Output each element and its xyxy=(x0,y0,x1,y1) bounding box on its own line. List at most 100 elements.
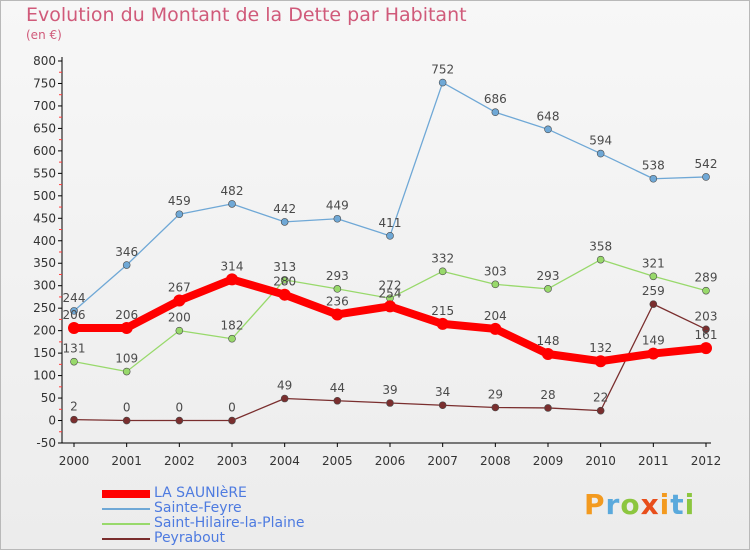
data-label: 272 xyxy=(379,278,402,292)
chart-subtitle: (en €) xyxy=(26,28,62,42)
data-point xyxy=(702,325,710,334)
data-point xyxy=(175,416,184,425)
data-point xyxy=(68,321,80,334)
data-point xyxy=(544,125,552,134)
logo-letter: r xyxy=(605,488,621,521)
legend-label: Peyrabout xyxy=(154,530,225,546)
data-label: 482 xyxy=(221,184,244,198)
logo-letter: t xyxy=(670,488,685,521)
data-point xyxy=(173,294,186,307)
data-label: 44 xyxy=(330,381,345,395)
data-label: 148 xyxy=(537,334,560,348)
y-tick-label: 150 xyxy=(33,346,56,360)
data-label: 442 xyxy=(273,202,296,216)
data-label: 254 xyxy=(379,286,402,300)
data-label: 236 xyxy=(326,294,349,308)
x-tick-label: 2006 xyxy=(375,454,406,468)
y-tick-label: -50 xyxy=(36,436,56,450)
data-point xyxy=(596,406,605,415)
legend-swatch xyxy=(102,538,150,540)
data-point xyxy=(544,285,552,293)
data-label: 346 xyxy=(115,245,138,259)
data-label: 2 xyxy=(70,400,78,414)
y-tick-label: 300 xyxy=(33,279,56,293)
data-label: 0 xyxy=(176,401,184,415)
legend-label: Sainte-Feyre xyxy=(154,500,242,516)
data-label: 49 xyxy=(277,379,292,393)
data-point xyxy=(544,404,552,412)
data-point xyxy=(228,334,236,343)
data-point xyxy=(438,401,447,410)
x-tick-label: 2007 xyxy=(427,454,458,468)
data-label: 594 xyxy=(589,134,612,148)
data-label: 648 xyxy=(537,109,560,123)
data-point xyxy=(702,173,710,181)
data-point xyxy=(333,214,342,223)
x-tick-label: 2012 xyxy=(691,454,722,468)
data-point xyxy=(489,322,502,335)
data-label: 321 xyxy=(642,256,665,270)
data-label: 149 xyxy=(642,334,665,348)
data-point xyxy=(278,288,291,301)
data-label: 39 xyxy=(382,383,397,397)
data-label: 206 xyxy=(115,308,138,322)
data-point xyxy=(175,326,184,335)
logo-letter: P xyxy=(584,488,606,521)
data-label: 22 xyxy=(593,391,608,405)
proxiti-logo: Proxiti xyxy=(584,488,695,521)
data-point xyxy=(594,355,607,368)
x-tick-label: 2009 xyxy=(533,454,564,468)
y-tick-label: 0 xyxy=(48,414,56,428)
data-point xyxy=(120,321,133,334)
data-label: 29 xyxy=(488,387,503,401)
y-tick-label: 600 xyxy=(33,144,56,158)
data-point xyxy=(280,218,289,226)
logo-letter: x xyxy=(640,488,660,521)
data-point xyxy=(491,280,500,289)
data-label: 686 xyxy=(484,92,507,106)
data-label: 332 xyxy=(431,251,454,265)
y-tick-label: 750 xyxy=(33,76,56,90)
series-lines xyxy=(68,78,712,425)
legend-swatch xyxy=(102,490,150,498)
data-label: 161 xyxy=(695,328,718,342)
x-tick-label: 2002 xyxy=(164,454,195,468)
data-label: 34 xyxy=(435,385,450,399)
data-label: 206 xyxy=(63,308,86,322)
data-label: 182 xyxy=(221,319,244,333)
data-point xyxy=(70,415,78,424)
data-label: 314 xyxy=(221,259,244,273)
data-label: 109 xyxy=(115,352,138,366)
axes: -500501001502002503003504004505005506006… xyxy=(33,54,721,468)
data-point xyxy=(649,272,658,281)
data-label: 259 xyxy=(642,284,665,298)
data-point xyxy=(384,300,396,313)
logo-letter: i xyxy=(684,488,696,521)
data-label: 289 xyxy=(695,271,718,285)
y-tick-label: 50 xyxy=(41,391,56,405)
x-tick-label: 2005 xyxy=(322,454,353,468)
data-label: 131 xyxy=(63,342,86,356)
data-point xyxy=(228,416,236,425)
data-point xyxy=(649,174,658,183)
data-label: 204 xyxy=(484,309,507,323)
y-tick-label: 650 xyxy=(33,121,56,135)
data-point xyxy=(438,78,447,87)
y-tick-label: 800 xyxy=(33,54,56,68)
y-tick-label: 100 xyxy=(33,369,56,383)
x-tick-label: 2008 xyxy=(480,454,511,468)
data-point xyxy=(438,267,447,276)
data-label: 538 xyxy=(642,159,665,173)
data-label: 313 xyxy=(273,260,296,274)
y-tick-label: 700 xyxy=(33,99,56,113)
data-label: 280 xyxy=(273,275,296,289)
legend-swatch xyxy=(102,508,150,510)
y-tick-label: 350 xyxy=(33,256,56,270)
data-point xyxy=(647,347,660,360)
data-label: 215 xyxy=(431,304,454,318)
data-point xyxy=(175,210,184,219)
legend-label: LA SAUNIèRE xyxy=(154,485,247,501)
data-point xyxy=(122,367,131,376)
data-point xyxy=(436,317,449,330)
